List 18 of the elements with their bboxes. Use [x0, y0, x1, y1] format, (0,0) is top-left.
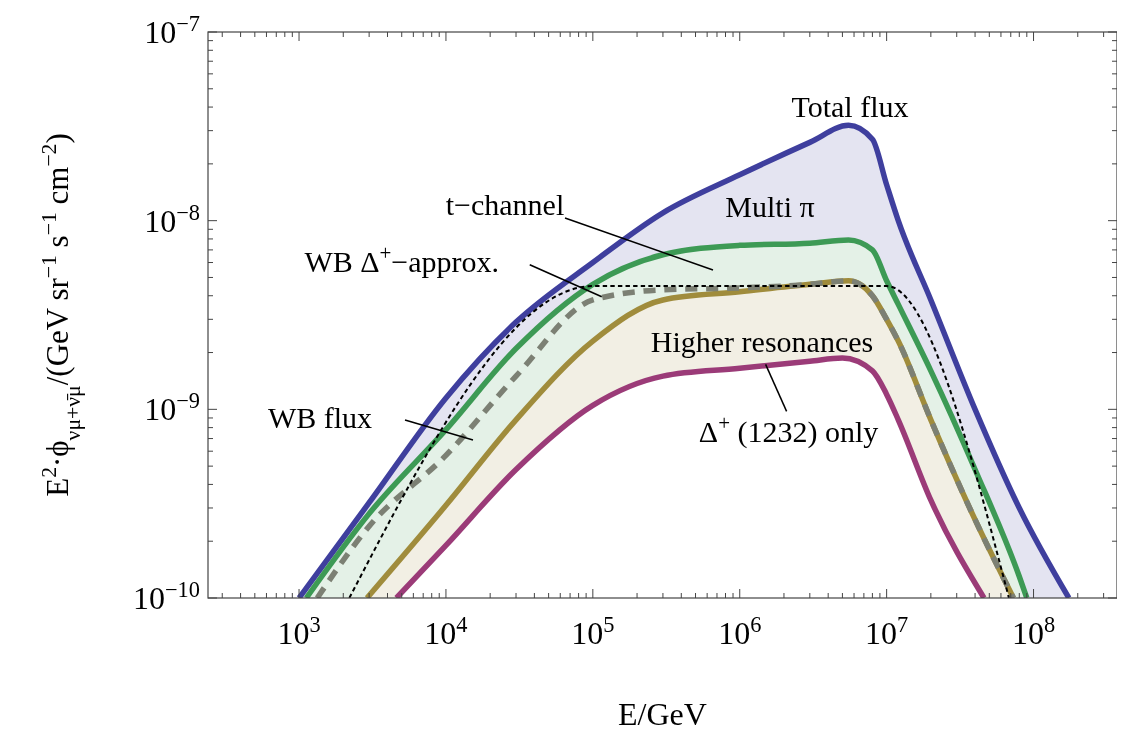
annotation: t−channel [445, 188, 565, 221]
x-axis-title: E/GeV [618, 696, 707, 732]
annotation: WB flux [267, 401, 373, 434]
y-tick-label: 10$^{−8}$ [144, 199, 200, 239]
x-tick-label: 10$^{6}$ [718, 611, 762, 651]
x-tick-label: 10$^{8}$ [1011, 611, 1056, 651]
y-tick-label: 10$^{−10}$ [132, 576, 200, 616]
x-tick-label: 10$^{5}$ [571, 611, 615, 651]
annotation: Total flux [791, 90, 909, 123]
annotation: WB Δ$^{+}$−approx. [304, 240, 500, 278]
annotation: Δ$^{+}$ (1232) only [698, 411, 879, 450]
y-tick-label: 10$^{−7}$ [144, 10, 200, 50]
annotation: Multi π [725, 190, 815, 223]
x-tick-label: 10$^{4}$ [424, 611, 468, 651]
x-tick-label: 10$^{3}$ [277, 611, 321, 651]
annotation: Higher resonances [650, 325, 874, 358]
x-tick-label: 10$^{7}$ [865, 611, 909, 651]
y-tick-label: 10$^{−9}$ [144, 387, 200, 428]
